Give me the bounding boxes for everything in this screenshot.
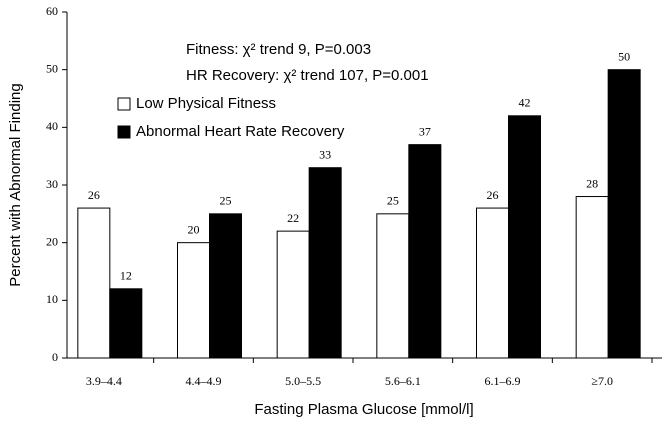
x-tick-label: 6.1–6.9 xyxy=(485,374,521,388)
bar xyxy=(476,207,509,359)
value-label: 28 xyxy=(586,176,598,190)
value-label: 12 xyxy=(120,269,132,283)
bar xyxy=(276,230,310,359)
bar xyxy=(607,69,641,359)
bar xyxy=(308,167,342,359)
x-axis-label: Fasting Plasma Glucose [mmol/l] xyxy=(254,401,473,418)
x-tick-label: ≥7.0 xyxy=(591,374,613,388)
y-tick-label: 60 xyxy=(46,4,58,18)
value-label: 26 xyxy=(487,188,499,202)
bar xyxy=(376,213,410,359)
x-tick-label: 3.9–4.4 xyxy=(86,374,122,388)
value-label: 20 xyxy=(188,222,200,236)
legend-swatch xyxy=(117,97,131,111)
value-label: 22 xyxy=(287,211,299,225)
y-axis-label: Percent with Abnormal Finding xyxy=(7,83,24,286)
value-label: 33 xyxy=(319,147,331,161)
value-label: 37 xyxy=(419,124,431,138)
value-label: 42 xyxy=(519,96,531,110)
bar xyxy=(77,207,111,359)
bar xyxy=(109,288,143,359)
legend-label: Abnormal Heart Rate Recovery xyxy=(136,123,345,140)
y-tick-label: 10 xyxy=(46,292,58,306)
value-label: 25 xyxy=(387,194,399,208)
bar xyxy=(508,115,541,359)
y-tick-label: 20 xyxy=(46,234,58,248)
legend-swatch xyxy=(117,125,131,139)
annotation: Fitness: χ² trend 9, P=0.003 xyxy=(186,41,371,58)
bar xyxy=(209,213,242,359)
value-label: 26 xyxy=(88,188,100,202)
x-tick-label: 5.0–5.5 xyxy=(285,374,321,388)
y-tick-label: 50 xyxy=(46,61,58,75)
annotation: HR Recovery: χ² trend 107, P=0.001 xyxy=(186,67,429,84)
y-tick-label: 0 xyxy=(52,350,58,364)
bar xyxy=(575,196,609,359)
y-tick-label: 40 xyxy=(46,119,58,133)
x-tick-label: 4.4–4.9 xyxy=(186,374,222,388)
y-tick-label: 30 xyxy=(46,177,58,191)
value-label: 25 xyxy=(220,194,232,208)
legend-label: Low Physical Fitness xyxy=(136,95,276,112)
x-tick-label: 5.6–6.1 xyxy=(385,374,421,388)
bar xyxy=(408,144,442,359)
bar xyxy=(177,242,210,359)
value-label: 50 xyxy=(618,49,630,63)
